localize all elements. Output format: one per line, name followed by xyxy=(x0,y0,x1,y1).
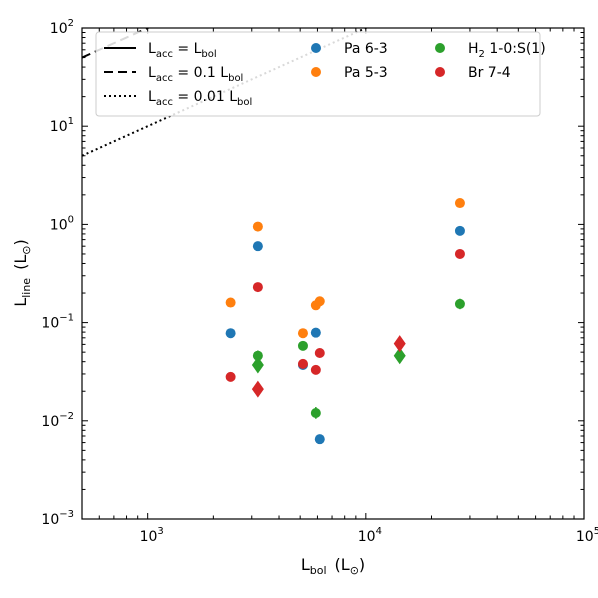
x-axis-label-close: ) xyxy=(359,555,365,574)
label-part: = 0.1 L xyxy=(173,65,228,81)
x-axis-label-sub: bol xyxy=(310,564,327,577)
y-tick-label: 102 xyxy=(50,18,74,37)
label-part: bol xyxy=(237,97,252,108)
y-axis-label: Lline (L⊙) xyxy=(11,239,33,306)
plot-frame xyxy=(81,27,585,520)
label-part: −3 xyxy=(59,509,74,520)
data-point-circle xyxy=(225,371,236,382)
legend-marker xyxy=(435,43,445,53)
data-point-diamond xyxy=(393,347,406,365)
data-point-circle xyxy=(314,434,325,445)
y-tick-label: 10−3 xyxy=(41,509,74,528)
label-part: 3 xyxy=(157,526,163,537)
label-part: L xyxy=(148,89,156,105)
label-part: 5 xyxy=(594,526,598,537)
data-point-diamond xyxy=(251,356,264,374)
legend-label-line: Lacc = 0.01 Lbol xyxy=(148,89,252,108)
data-markers xyxy=(225,198,465,445)
legend-label-series: Br 7-4 xyxy=(468,65,511,81)
label-part: 1 xyxy=(68,116,74,127)
data-point-diamond xyxy=(393,335,406,353)
legend-label-series: Pa 6-3 xyxy=(344,41,388,57)
label-part: L xyxy=(148,65,156,81)
label-part: = L xyxy=(173,41,202,57)
label-part: acc xyxy=(156,73,173,84)
label-part: 2 xyxy=(68,18,74,29)
data-point-circle xyxy=(310,408,321,419)
x-axis-label-main: L xyxy=(301,555,310,574)
data-point-circle xyxy=(314,348,325,359)
x-axis-label: Lbol (L⊙) xyxy=(301,555,365,577)
data-point-circle xyxy=(252,282,263,293)
label-part: 4 xyxy=(376,526,382,537)
data-point-circle xyxy=(252,221,263,232)
data-point-circle xyxy=(252,350,263,361)
legend-label-series: H2 1-0:S(1) xyxy=(468,41,546,60)
label-part: 10 xyxy=(50,21,68,37)
x-axis-label-unit: (L xyxy=(335,555,350,574)
label-part: 10 xyxy=(50,217,68,233)
label-part: acc xyxy=(156,97,173,108)
label-part: Pa 6-3 xyxy=(344,41,388,57)
label-part: bol xyxy=(228,73,243,84)
label-part: bol xyxy=(201,49,216,60)
label-part: 1-0:S(1) xyxy=(485,41,546,57)
label-part: 0 xyxy=(68,214,74,225)
data-point-circle xyxy=(454,248,465,259)
data-point-circle xyxy=(454,198,465,209)
legend-marker xyxy=(311,67,321,77)
x-axis-label-sun: ⊙ xyxy=(350,564,359,577)
y-tick-label: 100 xyxy=(50,214,74,233)
y-axis-label-sub: line xyxy=(20,278,33,298)
data-point-circle xyxy=(454,298,465,309)
data-point-circle xyxy=(297,340,308,351)
label-part: 10 xyxy=(41,512,59,528)
label-part: 10 xyxy=(576,529,594,545)
y-axis-label-sun: ⊙ xyxy=(20,246,33,255)
label-part: −1 xyxy=(59,313,74,324)
data-point-circle xyxy=(297,358,308,369)
y-tick-label: 101 xyxy=(50,116,74,135)
label-part: 2 xyxy=(479,49,485,60)
label-part: = 0.01 L xyxy=(173,89,237,105)
data-point-circle xyxy=(252,241,263,252)
y-tick-label: 10−1 xyxy=(41,313,74,332)
label-part: 10 xyxy=(358,529,376,545)
label-part: L xyxy=(148,41,156,57)
label-part: −2 xyxy=(59,411,74,422)
label-part: 10 xyxy=(41,316,59,332)
data-point-circle xyxy=(454,225,465,236)
x-tick-label: 103 xyxy=(140,526,164,545)
label-part: acc xyxy=(156,49,173,60)
y-axis-label-close: ) xyxy=(11,239,30,245)
data-point-circle xyxy=(225,297,236,308)
legend-label-line: Lacc = Lbol xyxy=(148,41,217,60)
data-point-circle xyxy=(310,327,321,338)
axis-ticks xyxy=(81,27,585,520)
legend-marker xyxy=(311,43,321,53)
y-tick-label: 10−2 xyxy=(41,411,74,430)
label-part: H xyxy=(468,41,479,57)
data-point-circle xyxy=(310,364,321,375)
x-tick-label: 104 xyxy=(358,526,382,545)
data-point-diamond xyxy=(251,380,264,398)
label-part: Br 7-4 xyxy=(468,65,511,81)
legend-label-series: Pa 5-3 xyxy=(344,65,388,81)
label-part: Pa 5-3 xyxy=(344,65,388,81)
label-part: 10 xyxy=(41,414,59,430)
data-point-circle xyxy=(225,328,236,339)
label-part: 10 xyxy=(140,529,158,545)
legend-label-line: Lacc = 0.1 Lbol xyxy=(148,65,243,84)
y-axis-label-unit: (L xyxy=(11,255,30,270)
label-part: 10 xyxy=(50,119,68,135)
data-point-circle xyxy=(297,328,308,339)
data-point-circle xyxy=(314,296,325,307)
legend-marker xyxy=(435,67,445,77)
x-tick-label: 105 xyxy=(576,526,598,545)
y-axis-label-main: L xyxy=(11,298,30,307)
